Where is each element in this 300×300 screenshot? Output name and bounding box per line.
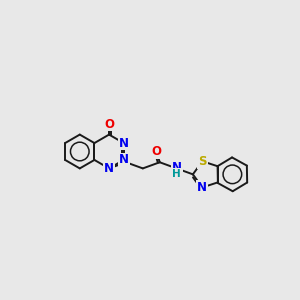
Text: N: N bbox=[197, 181, 207, 194]
Text: N: N bbox=[104, 162, 114, 175]
Text: H: H bbox=[172, 169, 181, 179]
Text: O: O bbox=[104, 118, 114, 130]
Text: S: S bbox=[198, 155, 207, 168]
Text: O: O bbox=[152, 145, 161, 158]
Text: N: N bbox=[119, 136, 129, 149]
Text: N: N bbox=[119, 154, 129, 166]
Text: N: N bbox=[172, 161, 182, 174]
